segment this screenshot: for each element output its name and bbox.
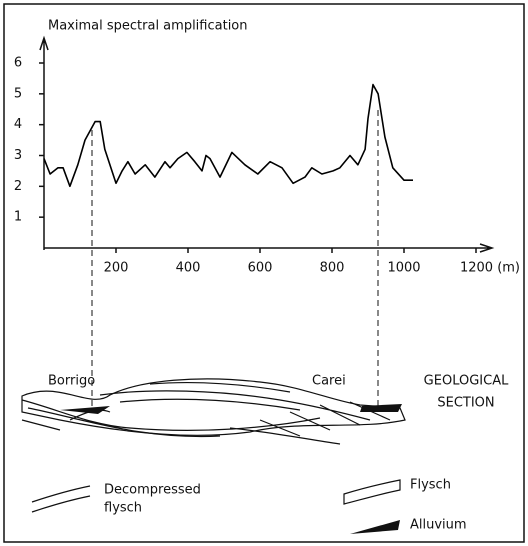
site-label: Carei bbox=[312, 374, 346, 389]
section-title: GEOLOGICAL bbox=[424, 374, 509, 389]
legend-label: Flysch bbox=[410, 478, 451, 493]
geological-section bbox=[21, 378, 406, 445]
legend-symbol bbox=[343, 479, 401, 505]
y-tick-label: 3 bbox=[14, 148, 22, 163]
legend-symbol bbox=[31, 485, 91, 513]
y-tick-label: 4 bbox=[14, 117, 22, 132]
frame bbox=[3, 3, 525, 543]
section-title: SECTION bbox=[437, 396, 494, 411]
y-tick-label: 2 bbox=[14, 179, 22, 194]
y-tick-label: 5 bbox=[14, 86, 22, 101]
x-tick-label: 800 bbox=[320, 261, 345, 276]
y-axis bbox=[39, 35, 49, 250]
data-line bbox=[43, 83, 413, 188]
x-tick-label: 1200 (m) bbox=[460, 261, 520, 276]
x-axis bbox=[44, 243, 495, 253]
legend-label: Decompressed bbox=[104, 483, 201, 498]
x-tick-label: 400 bbox=[176, 261, 201, 276]
chart-title: Maximal spectral amplification bbox=[48, 19, 248, 34]
legend-label: flysch bbox=[104, 501, 142, 516]
y-tick-label: 6 bbox=[14, 56, 22, 71]
site-label: Borrigo bbox=[48, 374, 95, 389]
legend-label: Alluvium bbox=[410, 518, 467, 533]
legend-symbol bbox=[350, 520, 400, 534]
x-tick-label: 200 bbox=[104, 261, 129, 276]
y-tick-label: 1 bbox=[14, 210, 22, 225]
x-tick-label: 1000 bbox=[387, 261, 420, 276]
x-tick-label: 600 bbox=[248, 261, 273, 276]
